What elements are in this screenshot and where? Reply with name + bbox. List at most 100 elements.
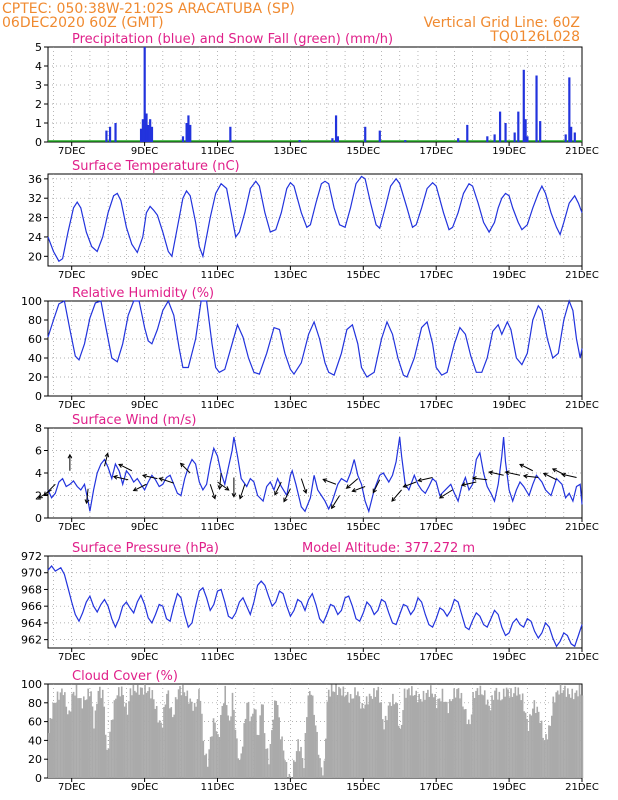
wind-arrow: [219, 472, 222, 490]
cloud-bar: [103, 706, 106, 778]
cloud-bar: [577, 696, 579, 778]
wind-arrow: [505, 471, 521, 476]
x-tick-label-3: 9DEC: [131, 522, 158, 533]
cloud-bar: [65, 706, 68, 778]
x-tick-label-5: 11DEC: [201, 782, 235, 793]
wind-arrow: [519, 463, 534, 472]
cloud-bar: [454, 697, 457, 778]
x-tick-label-4: 17DEC: [419, 652, 453, 663]
cloud-bar: [537, 711, 540, 778]
cloud-bar: [182, 684, 184, 778]
wind-arrow-head: [345, 484, 351, 489]
cloud-bar: [132, 685, 135, 778]
cloud-bar: [173, 714, 175, 778]
wind-arrow: [159, 477, 174, 484]
cloud-bar: [551, 715, 553, 778]
cloud-bar: [308, 691, 311, 778]
cloud-bar: [378, 702, 381, 778]
x-tick-label-2: 7DEC: [58, 400, 85, 411]
cloud-bar: [167, 690, 170, 778]
cloud-bar: [505, 687, 508, 778]
header-station: CPTEC: 050:38W-21:02S ARACATUBA (SP): [2, 1, 295, 17]
cloud-bar: [492, 699, 495, 778]
cloud-bar: [253, 708, 256, 778]
cloud-bar: [313, 714, 315, 778]
precip-bar: [513, 132, 516, 142]
cloud-bar: [406, 689, 409, 778]
precip-bar: [568, 77, 571, 142]
wind-arrow: [562, 473, 577, 478]
cloud-bar: [467, 719, 470, 778]
cloud-bar: [224, 685, 227, 778]
cloud-bar: [482, 695, 485, 778]
cloud-bar: [208, 749, 210, 778]
cloud-bar: [478, 695, 480, 778]
cloud-bar: [99, 686, 101, 778]
y-tick-label-0: 0: [35, 136, 42, 149]
cloud-bar: [276, 704, 279, 778]
y-tick-label-4: 962: [21, 634, 42, 647]
cloud-bar: [575, 690, 578, 778]
cloud-bar: [333, 691, 336, 778]
cloud-bar: [262, 704, 264, 778]
x-tick-label-4: 7DEC: [58, 652, 85, 663]
cloud-bar: [549, 725, 552, 778]
y-tick-label-5: 20: [28, 753, 42, 766]
cloud-bar: [483, 690, 486, 778]
cloud-bar: [532, 708, 534, 778]
x-tick-label-0: 21DEC: [565, 146, 599, 157]
cloud-bar: [247, 701, 250, 778]
y-tick-label-1: 28: [28, 212, 42, 225]
cloud-bar: [202, 740, 205, 778]
cloud-bar: [244, 718, 247, 778]
cloud-bar: [304, 733, 307, 778]
cloud-bar: [150, 698, 152, 778]
cloud-bar: [268, 764, 270, 778]
cloud-bar: [260, 704, 263, 778]
cloud-bar: [272, 719, 275, 778]
cloud-bar: [106, 749, 108, 778]
cloud-bar: [294, 761, 297, 778]
wind-arrow: [523, 475, 539, 478]
precip-bar: [498, 111, 502, 142]
precip-bar: [108, 126, 112, 142]
precip-bar: [336, 136, 339, 142]
cloud-bar: [364, 704, 366, 778]
cloud-bar: [119, 696, 122, 778]
panel-frame-4: [47, 555, 583, 649]
precip-bar: [522, 69, 525, 142]
wind-arrow-head: [542, 472, 548, 477]
cloud-bar: [266, 748, 269, 778]
precip-bar: [493, 134, 496, 142]
wind-arrow-head: [402, 483, 408, 488]
cloud-bar: [211, 736, 213, 778]
wind-arrow-head: [231, 492, 237, 498]
wind-arrow: [133, 483, 147, 492]
y-tick-label-3: 6: [35, 445, 42, 458]
precip-bar: [504, 123, 507, 142]
cloud-bar: [316, 731, 318, 778]
cloud-bar: [486, 699, 489, 778]
cloud-bar: [123, 706, 126, 778]
x-tick-label-0: 19DEC: [492, 146, 526, 157]
cloud-bar: [141, 687, 143, 778]
x-tick-label-4: 9DEC: [131, 652, 158, 663]
series-line-2: [47, 299, 583, 378]
cloud-bar: [542, 737, 544, 778]
cloud-bar: [290, 777, 292, 778]
cloud-bar: [444, 701, 447, 778]
cloud-bar: [361, 703, 364, 778]
cloud-bar: [145, 692, 148, 778]
cloud-bar: [97, 690, 100, 778]
cloud-bar: [64, 692, 66, 778]
x-tick-label-1: 13DEC: [274, 270, 308, 281]
cloud-bar: [75, 684, 78, 778]
precip-bar: [564, 134, 567, 142]
cloud-bar: [186, 690, 189, 778]
precip-bar: [143, 47, 146, 142]
cloud-bar: [230, 716, 232, 778]
y-tick-label-3: 4: [35, 467, 42, 480]
cloud-bar: [59, 692, 62, 778]
x-tick-label-1: 17DEC: [419, 270, 453, 281]
